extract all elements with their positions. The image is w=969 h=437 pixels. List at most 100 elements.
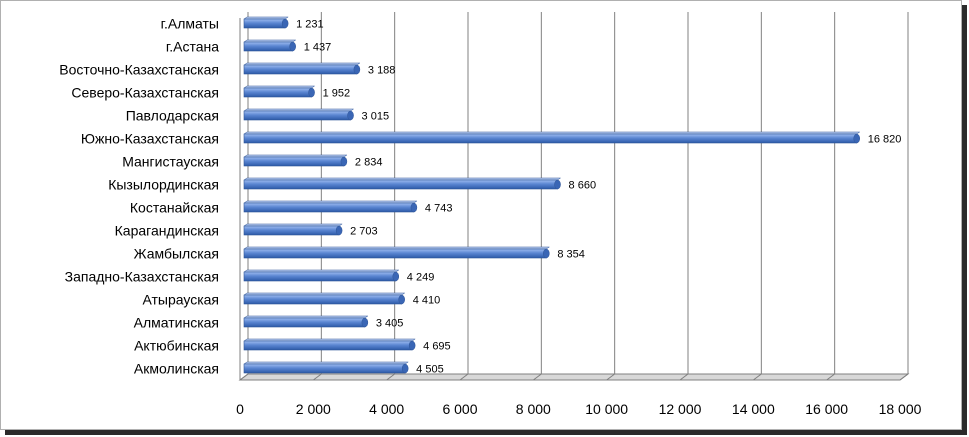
bar [243, 200, 418, 213]
category-label: г.Астана [166, 39, 219, 55]
bar-front-face [243, 64, 358, 75]
data-label: 2 834 [355, 157, 383, 169]
bar-end-cap [543, 248, 550, 259]
category-label: Южно-Казахстанская [81, 131, 219, 147]
bar-front-face [243, 271, 397, 282]
bar-top-face [243, 223, 343, 227]
data-labels: 1 231 1 437 3 188 1 952 3 015 16 820 2 834 8 66… [296, 19, 901, 376]
gridline-foot [313, 373, 322, 381]
bar-front-face [243, 87, 312, 98]
category-label: Атырауская [142, 292, 219, 308]
category-label: Актюбинская [134, 338, 219, 354]
bar [243, 85, 316, 98]
bar [243, 338, 416, 351]
gridline-foot [606, 373, 615, 381]
bar-end-cap [408, 340, 416, 351]
bar [243, 361, 410, 374]
bar-end-cap [853, 133, 860, 144]
bar-top-face [243, 108, 355, 112]
bar [243, 108, 355, 121]
bar-top-face [243, 62, 361, 66]
bar-end-cap [361, 317, 369, 328]
category-label: Кызылординская [108, 177, 219, 193]
data-label: 16 820 [868, 134, 902, 146]
category-label: г.Алматы [161, 16, 219, 32]
gridline-foot [753, 373, 762, 381]
data-label: 3 015 [362, 111, 390, 123]
data-label: 3 188 [368, 65, 396, 77]
bar-front-face [243, 110, 351, 121]
bar [243, 246, 551, 259]
x-tick-labels: 0 2 000 4 000 6 000 8 000 10 000 12 000 14 000 1… [236, 401, 922, 417]
gridline-foot [679, 373, 689, 381]
bar-front-face [243, 317, 366, 328]
bar-end-cap [335, 225, 343, 236]
category-labels: г.Алматы г.Астана Восточно-Казахстанская Се… [59, 16, 219, 377]
bar [243, 223, 343, 236]
category-label: Восточно-Казахстанская [59, 62, 219, 78]
gridline-foot [239, 373, 249, 381]
bar-end-cap [308, 87, 315, 98]
data-label: 8 660 [569, 180, 597, 192]
bar-front-face [243, 156, 345, 167]
category-label: Западно-Казахстанская [65, 269, 219, 285]
bar-front-face [243, 179, 558, 190]
data-label: 4 249 [407, 272, 435, 284]
bar [243, 131, 861, 144]
chart-frame [0, 0, 962, 430]
bar-end-cap [410, 202, 418, 213]
bar-end-cap [401, 363, 409, 374]
bars [243, 16, 861, 374]
x-tick-label: 12 000 [659, 401, 702, 417]
category-label: Павлодарская [126, 108, 219, 124]
gridline-foot [459, 373, 469, 381]
bar-front-face [243, 202, 415, 213]
x-tick-label: 10 000 [585, 401, 628, 417]
data-label: 1 437 [304, 42, 332, 54]
data-label: 4 695 [423, 341, 451, 353]
category-label: Акмолинская [134, 361, 219, 377]
x-tick-label: 2 000 [296, 401, 331, 417]
bar-top-face [243, 177, 562, 181]
x-tick-label: 0 [236, 401, 244, 417]
bar-top-face [243, 246, 551, 250]
bar-front-face [243, 225, 340, 236]
x-tick-label: 8 000 [516, 401, 551, 417]
bar-top-face [243, 131, 861, 135]
x-tick-label: 14 000 [732, 401, 775, 417]
x-tick-label: 18 000 [879, 401, 922, 417]
data-label: 3 405 [376, 318, 404, 330]
plot-floor-plane [238, 373, 910, 381]
bar-top-face [243, 200, 418, 204]
bar [243, 269, 400, 282]
bar-end-cap [281, 18, 289, 29]
x-tick-label: 16 000 [805, 401, 848, 417]
x-tick-label: 4 000 [369, 401, 404, 417]
bar-front-face [243, 18, 286, 29]
gridline-foot [826, 373, 835, 381]
data-label: 2 703 [350, 226, 378, 238]
category-label: Мангистауская [122, 154, 219, 170]
bar-front-face [243, 294, 402, 305]
bar-end-cap [554, 179, 561, 190]
category-label: Северо-Казахстанская [71, 85, 219, 101]
category-label: Карагандинская [115, 223, 219, 239]
bar-front-face [243, 133, 858, 144]
data-label: 1 952 [323, 88, 351, 100]
bar-end-cap [353, 64, 361, 75]
bar-front-face [243, 340, 413, 351]
bar [243, 39, 297, 52]
category-label: Жамбылская [134, 246, 219, 262]
bar [243, 62, 361, 75]
bar-end-cap [347, 110, 354, 121]
bar-front-face [243, 363, 406, 374]
bar-top-face [243, 85, 316, 89]
bar-end-cap [392, 271, 400, 282]
data-label: 8 354 [557, 249, 585, 261]
data-label: 4 743 [425, 203, 453, 215]
category-label: Костанайская [130, 200, 219, 216]
data-label: 4 505 [416, 364, 444, 376]
gridline-foot [899, 373, 909, 381]
category-label: Алматинская [134, 315, 219, 331]
